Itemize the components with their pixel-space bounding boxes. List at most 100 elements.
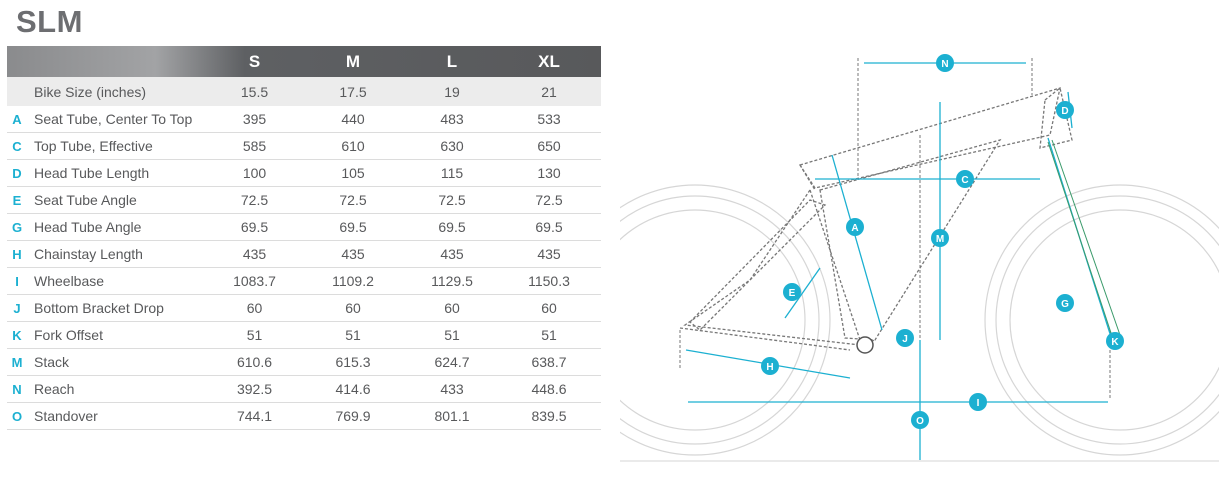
row-value: 51 — [541, 327, 557, 343]
table-header: S M L XL — [7, 46, 601, 77]
table-row: N Reach 392.5 414.6 433 448.6 — [7, 376, 601, 403]
dimension-name: Wheelbase — [34, 273, 105, 289]
table-row: M Stack 610.6 615.3 624.7 638.7 — [7, 349, 601, 376]
header-spacer — [7, 46, 210, 77]
row-value: 1129.5 — [431, 273, 473, 289]
dimension-letter: M — [11, 354, 23, 370]
row-label: M Stack — [7, 349, 210, 375]
table-row: I Wheelbase 1083.7 1109.2 1129.5 1150.3 — [7, 268, 601, 295]
dimension-name: Chainstay Length — [34, 246, 143, 262]
rear-wheel — [620, 184, 831, 456]
dimension-letter: I — [15, 273, 19, 289]
row-label: D Head Tube Length — [7, 160, 210, 186]
row-value: 435 — [440, 246, 464, 262]
bike-geometry-diagram: N D C A M E G J K H I O — [620, 54, 1219, 462]
table-row: D Head Tube Length 100 105 115 130 — [7, 160, 601, 187]
badge-letter: K — [1111, 337, 1119, 348]
row-value: 69.5 — [339, 219, 367, 235]
row-value: 615.3 — [335, 354, 371, 370]
dimension-badge-h: H — [761, 357, 779, 375]
row-value: 69.5 — [240, 219, 269, 235]
row-label: E Seat Tube Angle — [7, 187, 210, 213]
badge-letter: H — [766, 362, 773, 373]
dimension-badge-d: D — [1056, 101, 1074, 119]
row-value: 51 — [345, 327, 361, 343]
row-value: 60 — [541, 300, 557, 316]
dimension-letter: E — [12, 192, 22, 208]
dimension-badge-i: I — [969, 393, 987, 411]
table-row: A Seat Tube, Center To Top 395 440 483 533 — [7, 106, 601, 133]
bottom-bracket — [856, 336, 874, 354]
dimension-letter: K — [12, 327, 22, 343]
row-value: 1083.7 — [233, 273, 276, 289]
row-label: A Seat Tube, Center To Top — [7, 106, 210, 132]
dimension-letter: C — [12, 138, 22, 154]
table-row: G Head Tube Angle 69.5 69.5 69.5 69.5 — [7, 214, 601, 241]
row-value: 630 — [440, 138, 464, 154]
geometry-table: S M L XL Bike Size (inches) 15.5 17.5 19… — [7, 46, 601, 430]
row-value: 392.5 — [236, 381, 273, 397]
row-value: 1109.2 — [332, 273, 374, 289]
row-value: 51 — [444, 327, 460, 343]
size-header-s: S — [248, 51, 261, 71]
bike-size-row: Bike Size (inches) 15.5 17.5 19 21 — [7, 77, 601, 106]
row-value: 769.9 — [335, 408, 371, 424]
dimension-badge-a: A — [846, 218, 864, 236]
row-value: 433 — [440, 381, 464, 397]
dimension-badge-g: G — [1056, 294, 1074, 312]
table-row: E Seat Tube Angle 72.5 72.5 72.5 72.5 — [7, 187, 601, 214]
dimension-name: Head Tube Angle — [34, 219, 142, 235]
row-value: 448.6 — [531, 381, 567, 397]
row-label: J Bottom Bracket Drop — [7, 295, 210, 321]
row-value: 69.5 — [438, 219, 466, 235]
table-row: J Bottom Bracket Drop 60 60 60 60 — [7, 295, 601, 322]
dimension-name: Seat Tube Angle — [34, 192, 137, 208]
row-value: 115 — [440, 165, 464, 181]
dimension-name: Top Tube, Effective — [34, 138, 153, 154]
dimension-name: Bottom Bracket Drop — [34, 300, 164, 316]
row-value: 105 — [341, 165, 365, 181]
row-value: 650 — [537, 138, 561, 154]
bike-size-value: 21 — [541, 83, 557, 100]
dimension-badge-j: J — [896, 329, 914, 347]
row-label: O Standover — [7, 403, 210, 429]
dimension-name: Head Tube Length — [34, 165, 150, 181]
badge-letter: E — [789, 288, 796, 299]
row-label: G Head Tube Angle — [7, 214, 210, 240]
dimension-name: Reach — [34, 381, 75, 397]
dimension-name: Standover — [34, 408, 98, 424]
badge-letter: J — [902, 334, 908, 345]
row-value: 1150.3 — [528, 273, 570, 289]
size-header-m: M — [345, 51, 361, 71]
badge-letter: N — [941, 59, 948, 70]
row-value: 435 — [537, 246, 561, 262]
dimension-labels: N D C A M E G J K H I O — [761, 54, 1124, 429]
dimension-badge-k: K — [1106, 332, 1124, 350]
badge-letter: M — [936, 234, 944, 245]
row-value: 744.1 — [236, 408, 273, 424]
row-value: 60 — [444, 300, 460, 316]
row-value: 100 — [242, 165, 267, 181]
dimension-badge-o: O — [911, 411, 929, 429]
dimension-letter: O — [11, 408, 23, 424]
row-value: 72.5 — [339, 192, 367, 208]
row-value: 130 — [537, 165, 561, 181]
row-value: 60 — [345, 300, 361, 316]
row-value: 435 — [341, 246, 365, 262]
badge-letter: I — [977, 398, 980, 409]
dimension-badge-n: N — [936, 54, 954, 72]
row-value: 395 — [242, 111, 267, 127]
dimension-name: Seat Tube, Center To Top — [34, 111, 193, 127]
dimension-name: Fork Offset — [34, 327, 103, 343]
dimension-lines — [685, 62, 1113, 460]
row-label: N Reach — [7, 376, 210, 402]
guide-lines — [679, 58, 1111, 460]
dimension-name: Stack — [34, 354, 70, 370]
badge-letter: D — [1061, 106, 1068, 117]
page-title: SLM — [16, 4, 83, 39]
dimension-letter: J — [13, 300, 21, 316]
badge-letter: A — [851, 223, 858, 234]
table-row: O Standover 744.1 769.9 801.1 839.5 — [7, 403, 601, 430]
bike-size-label: Bike Size (inches) — [34, 83, 147, 100]
dimension-badge-c: C — [956, 170, 974, 188]
